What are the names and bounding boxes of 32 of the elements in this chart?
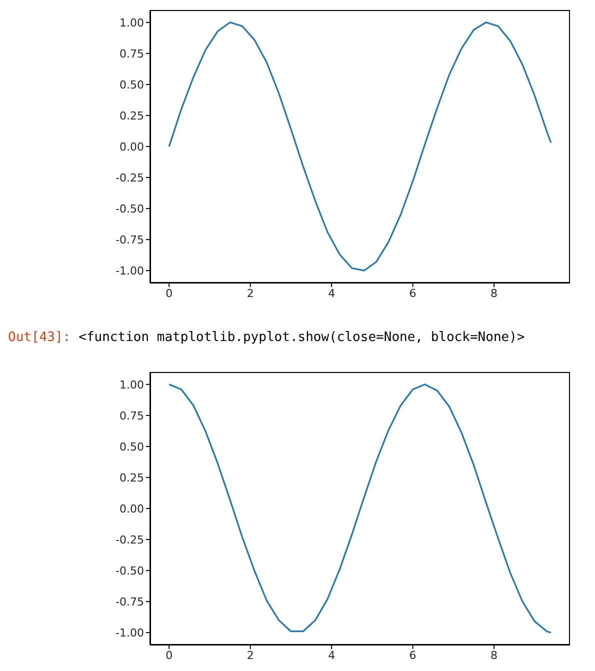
y-tick-label: 0.75 (120, 409, 144, 422)
y-tick-label: -0.25 (116, 533, 144, 546)
x-tick-label: 8 (490, 286, 498, 300)
y-tick-label: 0.50 (120, 78, 144, 92)
y-tick-label: 0.50 (120, 440, 144, 454)
y-tick-label: -0.75 (116, 233, 144, 246)
x-tick-label: 6 (409, 648, 416, 662)
line-series (168, 22, 552, 272)
y-tick-label: -0.50 (116, 202, 144, 216)
x-tick-label: 4 (328, 648, 336, 662)
y-tick-label: 0.00 (120, 140, 144, 154)
y-tick-label: -1.00 (116, 626, 144, 640)
x-tick-label: 2 (246, 648, 254, 662)
x-tick-label: 8 (490, 648, 498, 662)
x-tick-label: 0 (166, 648, 173, 662)
y-tick-label: 1.00 (120, 378, 144, 392)
y-tick-label: 0.25 (120, 471, 144, 484)
y-tick-label: -0.25 (116, 171, 144, 184)
text: Out[43]: (8, 330, 71, 345)
y-tick-label: 0.25 (120, 109, 144, 122)
y-tick-label: -1.00 (116, 264, 144, 278)
x-tick-label: 6 (409, 286, 416, 300)
x-tick-label: 0 (166, 286, 173, 300)
x-tick-label: 2 (246, 286, 254, 300)
y-tick-label: 0.00 (120, 502, 144, 516)
y-tick-label: 0.75 (120, 47, 144, 60)
y-tick-label: -0.50 (116, 564, 144, 578)
text: <function matplotlib.pyplot.show(close=None, block=None)> (78, 330, 525, 345)
x-tick-label: 4 (328, 286, 336, 300)
y-tick-label: 1.00 (120, 16, 144, 30)
y-tick-label: -0.75 (116, 595, 144, 608)
line-series (168, 384, 552, 634)
